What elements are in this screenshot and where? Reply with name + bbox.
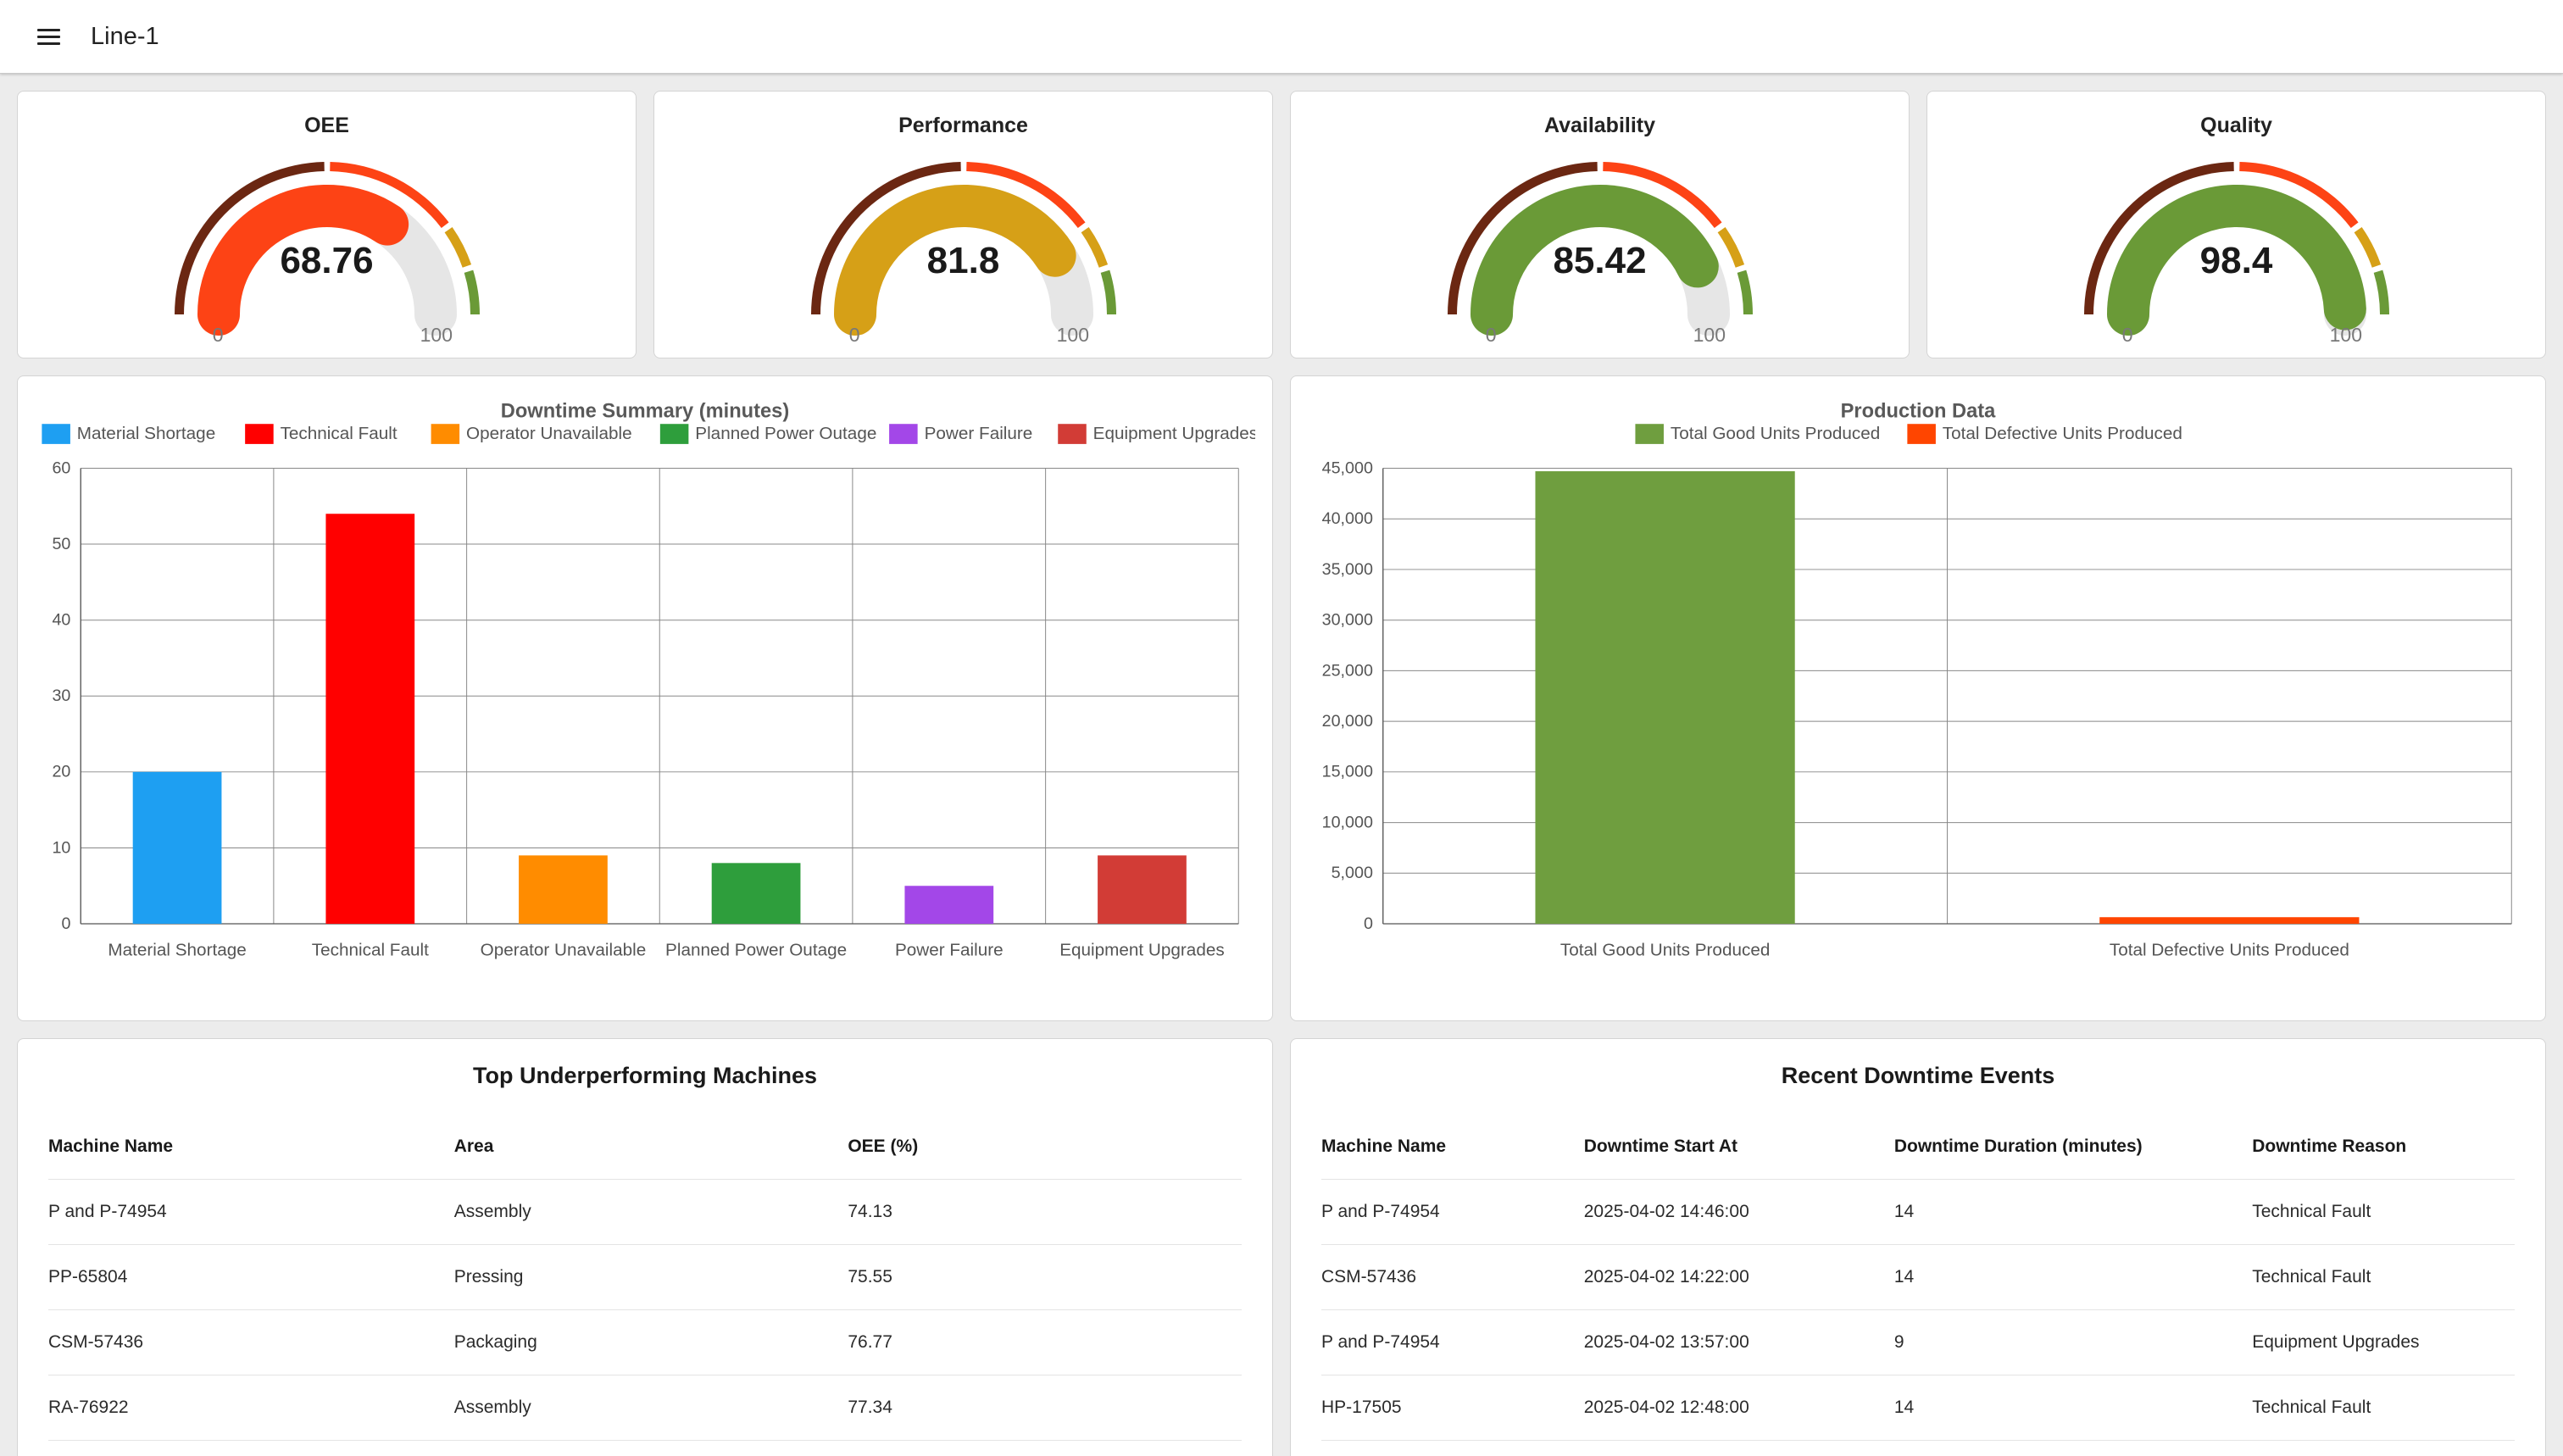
svg-text:Total Defective Units Produced: Total Defective Units Produced bbox=[2110, 941, 2349, 960]
svg-text:10,000: 10,000 bbox=[1322, 814, 1373, 832]
svg-text:Total Good Units Produced: Total Good Units Produced bbox=[1560, 941, 1770, 960]
svg-text:Technical Fault: Technical Fault bbox=[281, 424, 398, 443]
svg-text:100: 100 bbox=[420, 324, 452, 346]
svg-text:Technical Fault: Technical Fault bbox=[312, 941, 429, 960]
svg-text:0: 0 bbox=[61, 914, 70, 933]
svg-text:Equipment Upgrades: Equipment Upgrades bbox=[1059, 941, 1225, 960]
svg-text:0: 0 bbox=[1364, 914, 1373, 933]
svg-text:20,000: 20,000 bbox=[1322, 712, 1373, 731]
svg-text:40: 40 bbox=[52, 611, 70, 630]
svg-text:Equipment Upgrades: Equipment Upgrades bbox=[1093, 424, 1255, 443]
svg-text:0: 0 bbox=[212, 324, 223, 346]
svg-text:60: 60 bbox=[52, 458, 70, 477]
svg-text:35,000: 35,000 bbox=[1322, 560, 1373, 579]
svg-text:Downtime Summary (minutes): Downtime Summary (minutes) bbox=[501, 400, 789, 422]
svg-text:40,000: 40,000 bbox=[1322, 509, 1373, 528]
svg-text:30: 30 bbox=[52, 686, 70, 705]
svg-text:Planned Power Outage: Planned Power Outage bbox=[695, 424, 876, 443]
svg-text:25,000: 25,000 bbox=[1322, 661, 1373, 680]
svg-text:Total Defective Units Produced: Total Defective Units Produced bbox=[1943, 424, 2182, 443]
svg-text:100: 100 bbox=[1693, 324, 1725, 346]
svg-text:5,000: 5,000 bbox=[1332, 864, 1373, 882]
svg-text:100: 100 bbox=[2329, 324, 2361, 346]
svg-text:30,000: 30,000 bbox=[1322, 611, 1373, 630]
svg-text:0: 0 bbox=[2121, 324, 2132, 346]
svg-text:0: 0 bbox=[1485, 324, 1496, 346]
svg-text:Power Failure: Power Failure bbox=[895, 941, 1004, 960]
svg-text:45,000: 45,000 bbox=[1322, 458, 1373, 477]
svg-text:20: 20 bbox=[52, 763, 70, 781]
svg-text:Operator Unavailable: Operator Unavailable bbox=[466, 424, 632, 443]
svg-text:Material Shortage: Material Shortage bbox=[108, 941, 246, 960]
svg-text:15,000: 15,000 bbox=[1322, 763, 1373, 781]
svg-text:100: 100 bbox=[1056, 324, 1088, 346]
svg-text:Planned Power Outage: Planned Power Outage bbox=[665, 941, 847, 960]
svg-text:10: 10 bbox=[52, 838, 70, 857]
svg-text:Operator Unavailable: Operator Unavailable bbox=[481, 941, 647, 960]
svg-text:Power Failure: Power Failure bbox=[925, 424, 1033, 443]
svg-text:50: 50 bbox=[52, 535, 70, 553]
svg-text:Production Data: Production Data bbox=[1841, 400, 1997, 422]
svg-text:Total Good Units Produced: Total Good Units Produced bbox=[1671, 424, 1880, 443]
svg-text:0: 0 bbox=[848, 324, 859, 346]
svg-text:Material Shortage: Material Shortage bbox=[77, 424, 215, 443]
